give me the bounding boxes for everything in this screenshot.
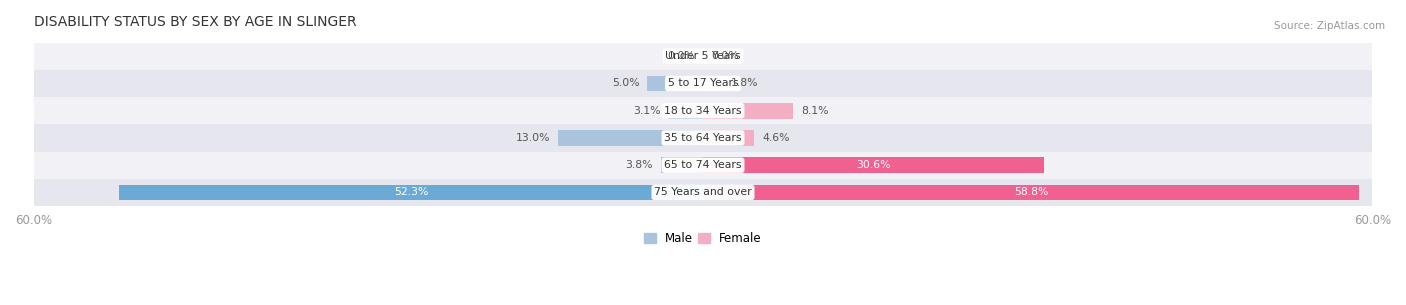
Bar bbox=[120, 185, 703, 200]
Bar bbox=[703, 103, 793, 119]
Text: 35 to 64 Years: 35 to 64 Years bbox=[664, 133, 742, 143]
Text: 5 to 17 Years: 5 to 17 Years bbox=[668, 78, 738, 88]
Text: 30.6%: 30.6% bbox=[856, 160, 891, 170]
Text: 8.1%: 8.1% bbox=[801, 106, 828, 116]
Bar bbox=[668, 103, 703, 119]
Bar bbox=[703, 76, 723, 92]
Text: Under 5 Years: Under 5 Years bbox=[665, 51, 741, 61]
Bar bbox=[34, 97, 1372, 124]
Bar bbox=[703, 157, 1045, 173]
Text: 18 to 34 Years: 18 to 34 Years bbox=[664, 106, 742, 116]
Bar bbox=[34, 179, 1372, 206]
Bar bbox=[661, 157, 703, 173]
Text: 13.0%: 13.0% bbox=[516, 133, 550, 143]
Bar bbox=[34, 124, 1372, 152]
Bar bbox=[647, 76, 703, 92]
Text: 52.3%: 52.3% bbox=[394, 188, 429, 197]
Text: Source: ZipAtlas.com: Source: ZipAtlas.com bbox=[1274, 21, 1385, 31]
Text: 3.1%: 3.1% bbox=[633, 106, 661, 116]
Bar bbox=[34, 152, 1372, 179]
Text: DISABILITY STATUS BY SEX BY AGE IN SLINGER: DISABILITY STATUS BY SEX BY AGE IN SLING… bbox=[34, 15, 356, 29]
Text: 3.8%: 3.8% bbox=[626, 160, 652, 170]
Text: 1.8%: 1.8% bbox=[731, 78, 758, 88]
Bar bbox=[703, 185, 1360, 200]
Bar bbox=[558, 130, 703, 146]
Text: 4.6%: 4.6% bbox=[762, 133, 790, 143]
Text: 5.0%: 5.0% bbox=[612, 78, 640, 88]
Legend: Male, Female: Male, Female bbox=[640, 228, 766, 250]
Text: 65 to 74 Years: 65 to 74 Years bbox=[664, 160, 742, 170]
Text: 0.0%: 0.0% bbox=[711, 51, 738, 61]
Text: 75 Years and over: 75 Years and over bbox=[654, 188, 752, 197]
Text: 0.0%: 0.0% bbox=[668, 51, 695, 61]
Bar bbox=[703, 130, 755, 146]
Bar bbox=[34, 43, 1372, 70]
Text: 58.8%: 58.8% bbox=[1014, 188, 1049, 197]
Bar bbox=[34, 70, 1372, 97]
